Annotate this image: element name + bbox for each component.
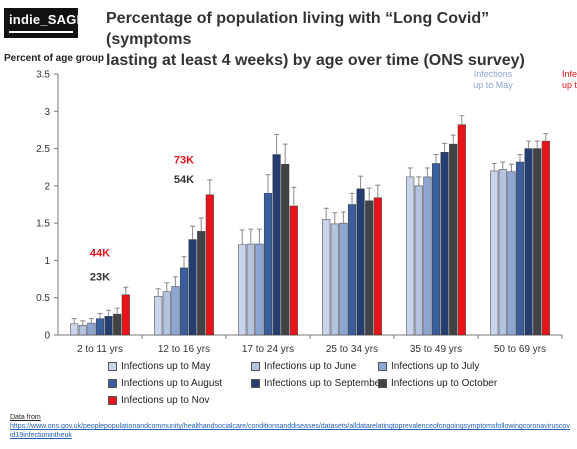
corner-label: Infections up to May — [473, 69, 513, 90]
legend-item: Infections up to May — [108, 361, 211, 372]
bar — [188, 239, 197, 336]
legend-label: Infections up to June — [264, 361, 357, 372]
bar — [423, 176, 432, 336]
data-source-link[interactable]: https://www.ons.gov.uk/peoplepopulationa… — [10, 423, 570, 439]
annotation-label: 23K — [90, 272, 110, 284]
bar — [356, 188, 365, 336]
legend-swatch — [108, 396, 117, 405]
bar — [272, 154, 281, 336]
legend-item: Infections up to October — [378, 378, 497, 389]
bar — [70, 323, 79, 336]
y-tick-label: 3.5 — [36, 70, 50, 81]
corner-label-line: Infections — [562, 69, 577, 79]
bar — [330, 223, 339, 336]
bar — [449, 143, 458, 336]
bar — [205, 194, 214, 336]
data-source: Data from https://www.ons.gov.uk/peoplep… — [10, 413, 570, 440]
y-tick-label: 2 — [44, 181, 50, 192]
bar — [121, 294, 130, 336]
bar — [78, 325, 87, 336]
bar — [289, 205, 298, 336]
chart-title-line-1: Percentage of population living with “Lo… — [106, 10, 490, 48]
y-tick-label: 0 — [44, 331, 50, 342]
legend-label: Infections up to July — [391, 361, 480, 372]
annotation-label: 73K — [174, 154, 194, 166]
bar — [322, 219, 331, 336]
y-tick-label: 1 — [44, 256, 50, 267]
annotation-label: 54K — [174, 174, 194, 186]
x-tick-label: 35 to 49 yrs — [410, 344, 462, 355]
bar — [414, 185, 423, 336]
bar — [95, 318, 105, 336]
legend-label: Infections up to August — [121, 378, 223, 389]
bar — [347, 204, 357, 336]
bar — [507, 171, 516, 336]
logo-text: indie_SAGE — [9, 12, 86, 27]
chart-title: Percentage of population living with “Lo… — [106, 8, 561, 71]
legend-swatch — [108, 362, 117, 371]
legend-item: Infections up to July — [378, 361, 479, 372]
legend-item: Infections up to Nov — [108, 395, 209, 406]
bar — [541, 140, 550, 336]
data-source-label: Data from — [10, 414, 41, 421]
legend-swatch — [108, 379, 117, 388]
bar — [490, 170, 499, 336]
legend-label: Infections up to Nov — [121, 395, 210, 406]
bar — [179, 267, 189, 336]
bar — [238, 244, 247, 336]
corner-label-line: up to May — [473, 80, 513, 90]
x-tick-label: 25 to 34 yrs — [326, 344, 378, 355]
x-tick-label: 12 to 16 yrs — [158, 344, 210, 355]
legend-label: Infections up to September — [264, 378, 384, 389]
legend-label: Infections up to October — [391, 378, 498, 389]
bar — [373, 197, 382, 336]
legend-label: Infections up to May — [121, 361, 211, 372]
x-tick-label: 17 to 24 yrs — [242, 344, 294, 355]
bar — [498, 169, 507, 336]
bar — [431, 163, 441, 336]
bar — [339, 222, 348, 336]
bar — [255, 243, 264, 336]
bar-chart: 0 0.5 1 1.5 2 2.5 3 3.5 2 to 11 yrs 12 to 16 yrs 1… — [36, 69, 577, 355]
y-tick-label: 3 — [44, 107, 50, 118]
bar — [246, 243, 255, 336]
bar — [524, 148, 533, 336]
corner-label-line: Infections — [474, 69, 513, 79]
legend-swatch — [251, 362, 260, 371]
indie-sage-logo: indie_SAGE — [4, 8, 85, 38]
y-tick-label: 0.5 — [36, 293, 50, 304]
logo-underline — [9, 31, 73, 33]
bar — [162, 291, 171, 336]
annotation-label: 44K — [90, 248, 110, 260]
bar — [113, 313, 122, 336]
y-tick-label: 2.5 — [36, 144, 50, 155]
bar — [406, 176, 415, 336]
y-tick-label: 1.5 — [36, 219, 50, 230]
legend-swatch — [378, 362, 387, 371]
legend-swatch — [378, 379, 387, 388]
bar — [457, 124, 466, 336]
y-axis-label: Percent of age group — [4, 53, 105, 64]
bar — [171, 286, 180, 336]
bar — [365, 200, 374, 336]
bar — [154, 295, 163, 336]
bar — [104, 316, 113, 336]
bar — [197, 231, 206, 336]
legend-swatch — [251, 379, 260, 388]
bar — [281, 163, 290, 336]
legend-item: Infections up to June — [251, 361, 356, 372]
bar — [87, 322, 96, 336]
bar — [263, 193, 273, 336]
x-tick-label: 2 to 11 yrs — [77, 344, 123, 355]
legend-item: Infections up to August — [108, 378, 222, 389]
bar — [440, 152, 449, 336]
x-tick-label: 50 to 69 yrs — [494, 344, 546, 355]
legend-item: Infections up to September — [251, 378, 384, 389]
bar — [515, 161, 525, 336]
bar — [533, 148, 542, 336]
chart-title-line-2: lasting at least 4 weeks) by age over ti… — [106, 52, 525, 69]
corner-label-line: up to Nov — [562, 80, 577, 90]
